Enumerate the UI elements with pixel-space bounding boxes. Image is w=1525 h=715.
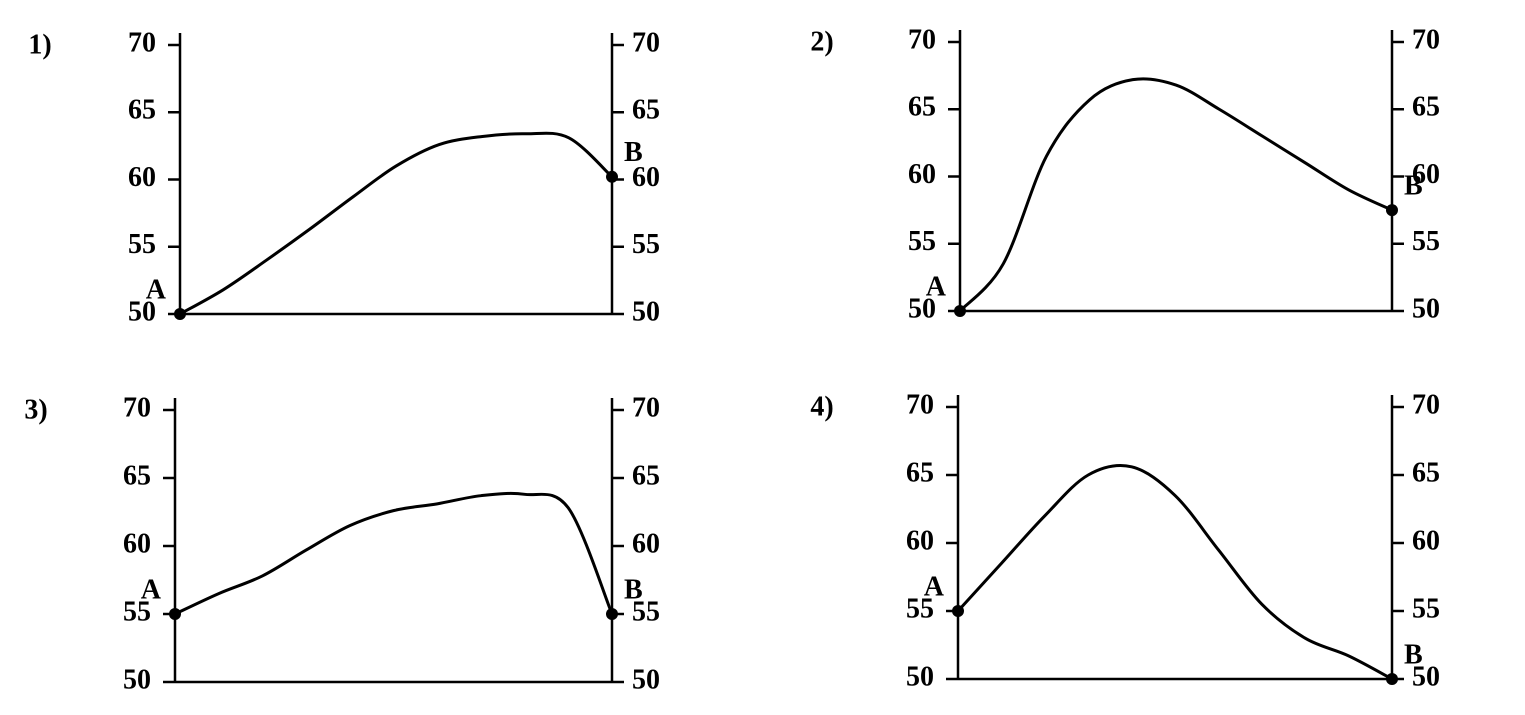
y-tick-label: 60 <box>906 525 934 556</box>
y2-tick-label: 50 <box>1412 293 1440 324</box>
start-label: A <box>141 574 162 605</box>
start-label: A <box>924 571 945 602</box>
y2-tick-label: 55 <box>1412 593 1440 624</box>
y2-tick-label: 55 <box>632 596 660 627</box>
y-tick-label: 60 <box>908 159 936 190</box>
y2-tick-label: 65 <box>632 460 660 491</box>
y-tick-label: 65 <box>906 457 934 488</box>
y2-tick-label: 70 <box>632 27 660 58</box>
line <box>174 491 614 616</box>
line <box>179 131 614 316</box>
y-tick-label: 70 <box>908 24 936 55</box>
line <box>956 464 1393 681</box>
end-label: B <box>624 137 643 168</box>
y-tick-label: 60 <box>128 162 156 193</box>
end-label: B <box>1404 171 1423 202</box>
y2-tick-label: 65 <box>632 95 660 126</box>
y2-tick-label: 50 <box>1412 661 1440 692</box>
y2-tick-label: 65 <box>1412 457 1440 488</box>
y2-tick-label: 60 <box>632 528 660 559</box>
y-tick-label: 55 <box>908 226 936 257</box>
chart-label: 2) <box>810 26 833 57</box>
y-tick-label: 55 <box>906 593 934 624</box>
y-tick-label: 50 <box>123 664 151 695</box>
start-point <box>954 305 966 317</box>
end-point <box>1386 204 1398 217</box>
y-tick-label: 65 <box>128 95 156 126</box>
y-tick-label: 50 <box>908 293 936 324</box>
y2-tick-label: 70 <box>632 392 660 423</box>
y2-tick-label: 50 <box>632 664 660 695</box>
end-point <box>1386 673 1398 685</box>
y2-tick-label: 55 <box>1412 226 1440 257</box>
y-tick-label: 65 <box>908 92 936 123</box>
y-tick-label: 70 <box>906 389 934 420</box>
end-point <box>606 170 618 183</box>
y-tick-label: 55 <box>123 596 151 627</box>
start-point <box>169 608 181 620</box>
y-tick-label: 70 <box>123 392 151 423</box>
start-point <box>174 308 186 320</box>
line <box>958 77 1393 313</box>
chart-label: 3) <box>24 394 47 425</box>
y2-tick-label: 70 <box>1412 389 1440 420</box>
chart-label: 1) <box>28 29 51 60</box>
y-tick-label: 70 <box>128 27 156 58</box>
y-tick-label: 55 <box>128 229 156 260</box>
y2-tick-label: 70 <box>1412 24 1440 55</box>
y2-tick-label: 50 <box>632 296 660 327</box>
y-tick-label: 50 <box>128 296 156 327</box>
end-label: B <box>624 574 643 605</box>
y-tick-label: 50 <box>906 661 934 692</box>
start-point <box>952 605 964 617</box>
y2-tick-label: 60 <box>632 162 660 193</box>
start-label: A <box>146 274 167 305</box>
y-tick-label: 60 <box>123 528 151 559</box>
start-label: A <box>926 271 947 302</box>
end-point <box>606 608 618 620</box>
y-tick-label: 65 <box>123 460 151 491</box>
chart-label: 4) <box>810 391 833 422</box>
end-label: B <box>1404 639 1423 670</box>
y2-tick-label: 55 <box>632 229 660 260</box>
y2-tick-label: 60 <box>1412 525 1440 556</box>
y2-tick-label: 65 <box>1412 92 1440 123</box>
y2-tick-label: 60 <box>1412 159 1440 190</box>
